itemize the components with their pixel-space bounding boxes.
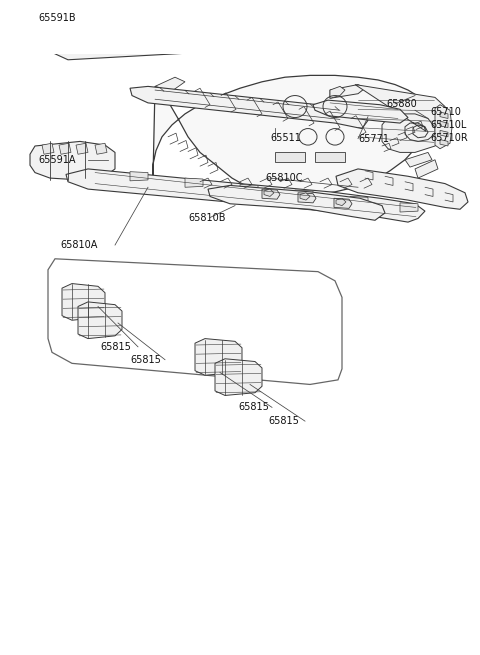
Text: 65880: 65880 (386, 99, 417, 109)
Polygon shape (130, 86, 368, 128)
Polygon shape (440, 112, 448, 119)
Polygon shape (48, 259, 342, 384)
Polygon shape (78, 302, 122, 339)
Polygon shape (95, 143, 107, 154)
Text: 65815: 65815 (130, 355, 161, 365)
Polygon shape (59, 143, 71, 154)
Polygon shape (153, 75, 430, 195)
Text: 65815: 65815 (100, 342, 131, 352)
Polygon shape (415, 160, 438, 178)
Text: 65511: 65511 (270, 133, 301, 143)
Text: 65710: 65710 (430, 107, 461, 117)
Polygon shape (350, 196, 368, 206)
Polygon shape (330, 84, 365, 98)
Polygon shape (264, 189, 274, 196)
Polygon shape (262, 189, 280, 199)
Text: 65591B: 65591B (38, 12, 76, 22)
Text: 65591A: 65591A (38, 155, 75, 165)
Text: 65771: 65771 (358, 134, 389, 143)
Text: 65710L: 65710L (430, 120, 467, 130)
Polygon shape (62, 284, 105, 320)
Text: 65810A: 65810A (60, 240, 97, 250)
Polygon shape (42, 143, 54, 154)
Polygon shape (185, 178, 203, 187)
Text: 65810B: 65810B (188, 212, 226, 223)
Polygon shape (405, 153, 432, 167)
Text: 65810C: 65810C (265, 173, 302, 183)
Polygon shape (334, 198, 352, 208)
Polygon shape (93, 15, 248, 39)
Text: 65710R: 65710R (430, 133, 468, 143)
Polygon shape (440, 121, 448, 128)
Polygon shape (355, 84, 448, 153)
Polygon shape (195, 339, 242, 375)
Polygon shape (315, 153, 345, 162)
Text: 65815: 65815 (268, 416, 299, 426)
Polygon shape (300, 193, 310, 200)
Polygon shape (440, 130, 448, 137)
Polygon shape (240, 185, 258, 194)
Polygon shape (435, 105, 452, 149)
Polygon shape (215, 359, 262, 396)
Polygon shape (76, 143, 88, 154)
Polygon shape (298, 193, 316, 203)
Polygon shape (336, 198, 346, 206)
Polygon shape (30, 141, 115, 180)
Polygon shape (208, 185, 385, 220)
Polygon shape (440, 140, 448, 146)
Polygon shape (275, 153, 305, 162)
Text: 65815: 65815 (238, 402, 269, 413)
Polygon shape (400, 203, 418, 212)
Polygon shape (130, 172, 148, 181)
Polygon shape (313, 100, 408, 123)
Polygon shape (155, 77, 185, 91)
Polygon shape (330, 86, 345, 98)
Polygon shape (336, 169, 468, 210)
Polygon shape (48, 24, 258, 60)
Polygon shape (295, 190, 313, 199)
Polygon shape (66, 169, 425, 222)
